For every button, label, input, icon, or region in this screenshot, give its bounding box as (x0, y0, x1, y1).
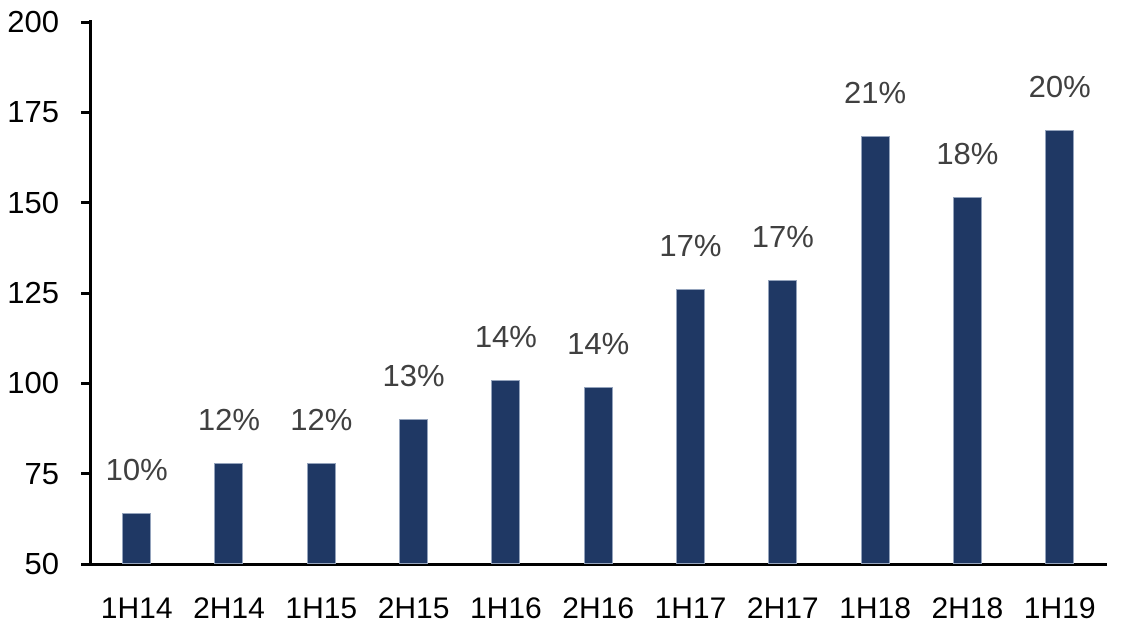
bar (122, 513, 152, 564)
bar (583, 386, 613, 564)
y-tick-mark (81, 381, 91, 385)
bar-value-label: 10% (105, 452, 168, 488)
bar (675, 289, 705, 564)
y-tick-label: 200 (7, 4, 59, 39)
y-tick-mark (81, 20, 91, 24)
y-tick-mark (81, 472, 91, 476)
x-tick-label: 1H15 (285, 592, 358, 625)
bar (952, 197, 982, 564)
x-tick-label: 2H14 (193, 592, 265, 625)
x-tick-label: 2H16 (562, 592, 634, 625)
bar (1045, 130, 1075, 564)
y-tick-label: 150 (7, 184, 59, 220)
x-tick-label: 1H19 (1023, 592, 1096, 625)
bar-value-label: 20% (1028, 69, 1091, 105)
y-tick-label: 50 (24, 546, 59, 581)
x-tick-label: 2H17 (746, 592, 819, 625)
y-tick-label: 75 (24, 455, 59, 491)
x-tick-label: 2H15 (377, 592, 450, 625)
y-tick-mark (81, 201, 91, 205)
y-tick-mark (81, 291, 91, 295)
bar-value-label: 12% (290, 401, 353, 437)
bar (768, 280, 798, 564)
bar-value-label: 18% (936, 136, 999, 172)
bar (399, 419, 429, 564)
x-tick-label: 1H14 (100, 592, 173, 625)
bar-value-label: 17% (751, 219, 814, 255)
x-tick-label: 1H17 (654, 592, 727, 625)
bar-value-label: 21% (844, 74, 907, 110)
x-tick-label: 2H18 (931, 592, 1004, 625)
y-tick-mark (81, 110, 91, 114)
bar (491, 379, 521, 564)
bar-value-label: 17% (659, 228, 722, 264)
bar-value-label: 13% (382, 358, 445, 394)
x-tick-label: 1H18 (839, 592, 911, 625)
bar (306, 462, 336, 564)
x-tick-label: 1H16 (469, 592, 542, 625)
bar-value-label: 14% (567, 325, 630, 361)
bar-value-label: 14% (474, 318, 537, 354)
bar-value-label: 12% (197, 401, 260, 437)
y-tick-label: 175 (7, 94, 59, 130)
x-axis-line (81, 562, 1108, 566)
y-tick-label: 125 (7, 275, 59, 310)
bar (860, 135, 890, 564)
bar (214, 462, 244, 564)
y-tick-label: 100 (7, 365, 59, 401)
